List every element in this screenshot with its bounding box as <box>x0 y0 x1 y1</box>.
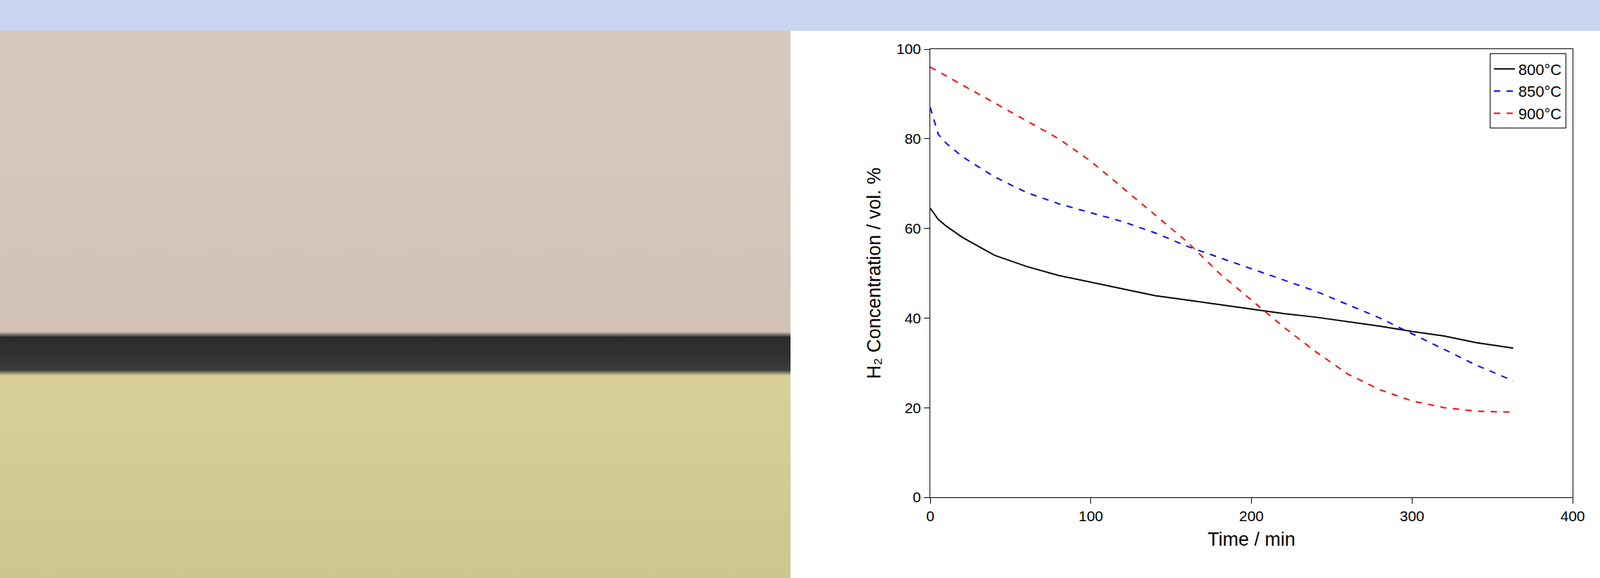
svg-text:300: 300 <box>1399 508 1425 525</box>
svg-text:900°C: 900°C <box>1518 105 1563 123</box>
svg-text:H₂ Concentration / vol. %: H₂ Concentration / vol. % <box>863 167 885 380</box>
svg-text:60: 60 <box>904 220 921 237</box>
svg-text:100: 100 <box>896 40 922 57</box>
svg-text:100: 100 <box>1078 508 1103 525</box>
svg-text:0: 0 <box>926 508 935 525</box>
svg-text:400: 400 <box>1559 508 1585 525</box>
svg-text:200: 200 <box>1239 508 1264 525</box>
svg-text:80: 80 <box>904 130 921 147</box>
svg-text:20: 20 <box>904 400 921 417</box>
svg-text:Time / min: Time / min <box>1207 529 1296 551</box>
svg-text:40: 40 <box>904 310 921 327</box>
svg-text:850°C: 850°C <box>1518 82 1563 101</box>
svg-text:0: 0 <box>912 489 922 506</box>
svg-text:800°C: 800°C <box>1518 61 1563 79</box>
